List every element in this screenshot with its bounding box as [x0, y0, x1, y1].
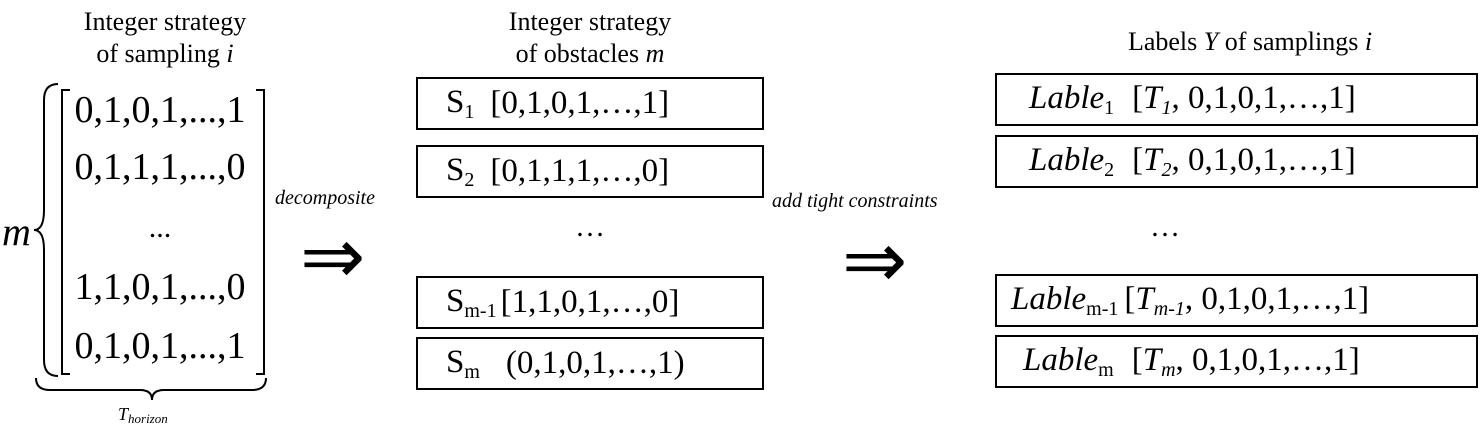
obstacle-value: (0,1,0,1,…,1)	[505, 345, 685, 381]
label-box: Lable2 [T2, 0,1,0,1,…,1]	[995, 135, 1478, 188]
left-header-var: i	[226, 39, 234, 68]
implies-arrow-icon: ⇒	[300, 212, 366, 302]
matrix-row: 0,1,0,1,...,1	[74, 325, 246, 367]
left-header-line1: Integer strategy	[83, 7, 247, 36]
label-box: Lablem-1 [Tm-1, 0,1,0,1,…,1]	[995, 274, 1478, 327]
obstacle-name: S1	[446, 83, 475, 123]
obstacle-value: [1,1,0,1,…,0]	[500, 284, 680, 320]
label-box: Lable1 [T1, 0,1,0,1,…,1]	[995, 73, 1478, 126]
label-value: [T1, 0,1,0,1,…,1]	[1132, 79, 1356, 119]
obstacle-box: S2 [0,1,1,1,…,0]	[416, 145, 764, 198]
obstacle-value: [0,1,0,1,…,1]	[490, 85, 670, 121]
matrix-row: 1,1,0,1,...,0	[74, 266, 246, 308]
label-box: Lablem [Tm, 0,1,0,1,…,1]	[995, 335, 1478, 388]
left-header-line2: of sampling i	[96, 39, 234, 68]
label-name: Lablem-1	[1011, 280, 1119, 320]
obstacle-value: [0,1,1,1,…,0]	[490, 153, 670, 189]
matrix-decorations	[33, 83, 267, 401]
decompose-label: decomposite	[275, 187, 375, 209]
middle-header-line1: Integer strategy	[508, 7, 672, 36]
add-constraints-label: add tight constraints	[772, 190, 938, 212]
matrix-right-bracket-icon	[256, 89, 265, 375]
obstacle-name: Sm-1	[446, 282, 497, 322]
label-value: [T2, 0,1,0,1,…,1]	[1132, 141, 1356, 181]
middle-header: Integer strategy of obstacles m	[460, 6, 720, 70]
label-name: Lablem	[1023, 341, 1114, 381]
right-header: Labels Y of samplings i	[1127, 27, 1373, 56]
obstacle-ellipsis: …	[575, 210, 605, 243]
label-ellipsis: …	[1150, 210, 1180, 243]
obstacle-name: S2	[446, 151, 475, 191]
obstacle-name: Sm	[446, 343, 480, 383]
middle-header-var: m	[645, 39, 665, 68]
right-header-var-y: Y	[1203, 27, 1219, 56]
horizon-label: Thorizon	[118, 404, 168, 426]
obstacle-box: Sm (0,1,0,1,…,1)	[416, 337, 764, 390]
bottom-curly-brace-icon	[35, 377, 267, 401]
obstacle-box: Sm-1 [1,1,0,1,…,0]	[416, 276, 764, 329]
label-value: [Tm-1, 0,1,0,1,…,1]	[1124, 280, 1370, 320]
matrix-row: 0,1,1,1,...,0	[74, 146, 246, 188]
right-header-var-i: i	[1364, 27, 1373, 56]
label-name: Lable1	[1029, 79, 1115, 119]
obstacle-box: S1 [0,1,0,1,…,1]	[416, 77, 764, 130]
matrix-row: 0,1,0,1,...,1	[74, 89, 246, 131]
matrix-row: ...	[148, 211, 172, 244]
implies-arrow-icon: ⇒	[842, 216, 908, 306]
label-name: Lable2	[1029, 141, 1115, 181]
matrix-row-count-label: m	[2, 209, 31, 254]
label-value: [Tm, 0,1,0,1,…,1]	[1131, 341, 1360, 381]
middle-header-line2: of obstacles m	[515, 39, 665, 68]
left-curly-brace-icon	[33, 83, 59, 377]
matrix-left-bracket-icon	[61, 89, 70, 375]
left-header: Integer strategy of sampling i	[55, 6, 275, 70]
